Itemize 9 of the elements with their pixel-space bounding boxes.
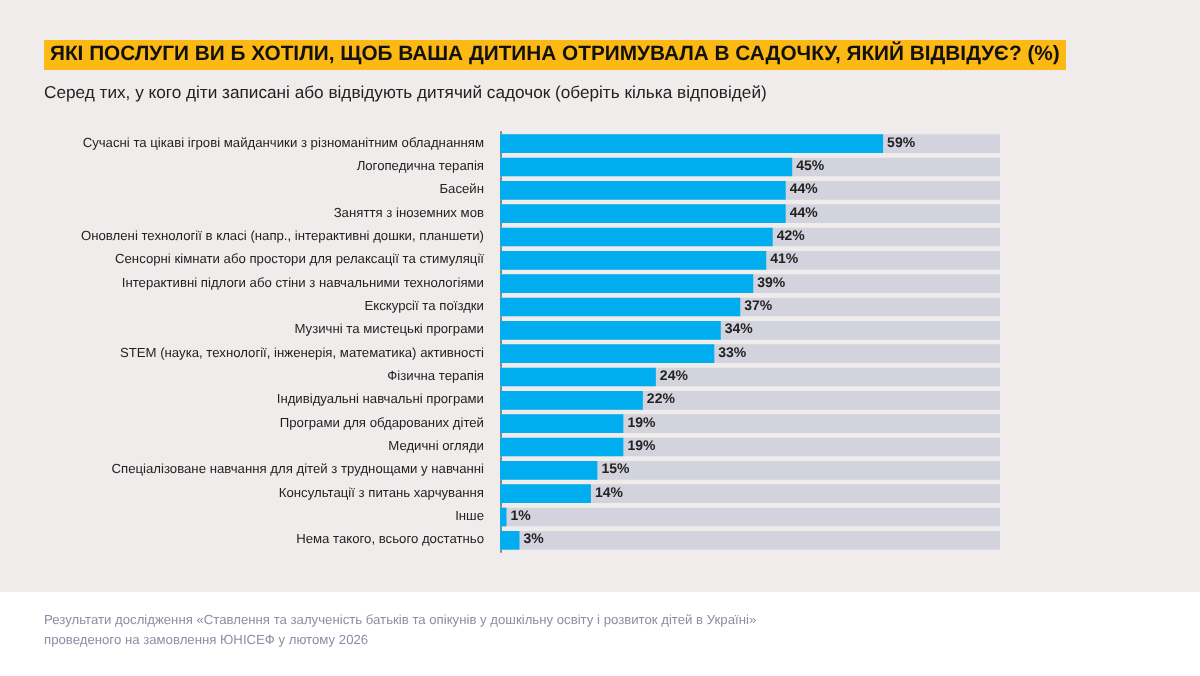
bar: [500, 367, 656, 387]
bar: [500, 437, 624, 457]
bar: [500, 391, 643, 410]
chart-title: ЯКІ ПОСЛУГИ ВИ Б ХОТІЛИ, ЩОБ ВАША ДИТИНА ОТРИМУВАЛА В САДОЧКУ, ЯКИЙ ВІДВІДУЄ? (%): [44, 40, 1066, 70]
bar: [500, 484, 591, 503]
bar: [500, 414, 624, 433]
bar: [500, 461, 598, 480]
bar: [500, 531, 520, 550]
chart-subtitle: Серед тих, у кого діти записані або відвідують дитячий садочок (оберіть кілька відповідей): [44, 82, 767, 102]
